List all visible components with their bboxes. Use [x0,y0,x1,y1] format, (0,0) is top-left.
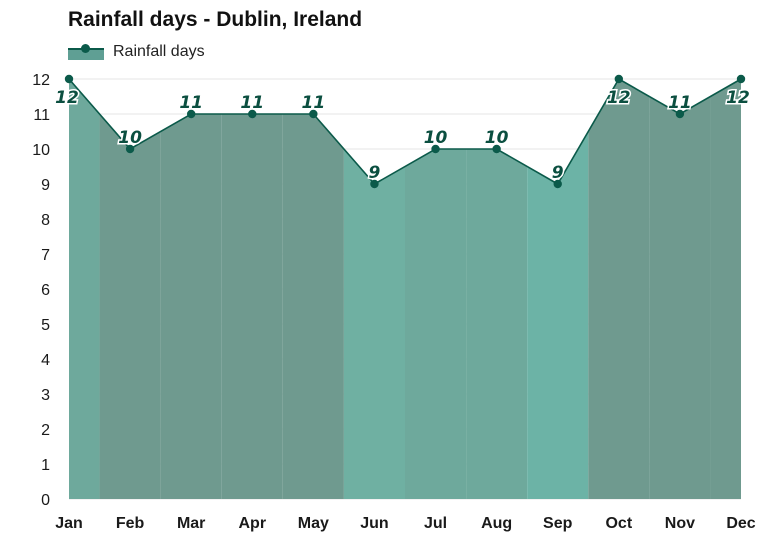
y-tick-label: 4 [41,352,50,369]
area-band-jun [343,149,405,499]
area-band-jan [69,79,100,499]
y-tick-label: 11 [33,107,50,124]
data-label: 12 [55,88,79,108]
area-band-aug [466,149,528,499]
y-tick-label: 6 [41,282,50,299]
data-label: 11 [302,93,326,113]
data-label: 11 [668,93,692,113]
y-tick-label: 2 [41,422,50,439]
area-band-sep [527,131,589,499]
area-band-mar [160,114,222,499]
data-point [64,74,74,84]
data-point [492,144,501,154]
legend: Rainfall days [68,43,205,61]
legend-swatch-icon [68,44,104,60]
y-tick-label: 7 [41,247,50,264]
data-point [431,144,440,154]
x-tick-label: May [298,515,329,532]
area-band-apr [221,114,283,499]
data-point [370,179,379,189]
data-point [309,109,318,119]
data-point [736,74,746,84]
y-tick-label: 10 [32,142,50,159]
area-band-jul [405,149,467,499]
y-tick-label: 0 [41,492,50,509]
y-tick-label: 8 [41,212,50,229]
area-band-oct [588,79,650,499]
y-tick-label: 12 [32,72,50,89]
x-tick-label: Nov [665,515,695,532]
area-band-feb [99,114,161,499]
data-point [675,109,685,119]
x-tick-label: Jan [55,515,83,532]
data-point [186,109,196,119]
data-point [248,109,257,119]
x-tick-label: Feb [116,515,145,532]
y-tick-label: 1 [41,457,50,474]
data-label: 9 [552,163,564,183]
x-tick-label: Aug [481,515,512,532]
data-label: 10 [424,128,448,148]
data-label: 9 [369,163,381,183]
data-label: 11 [179,93,203,113]
chart-title: Rainfall days - Dublin, Ireland [68,8,363,31]
data-label: 12 [726,88,750,108]
data-point [553,179,562,189]
area-band-dec [710,79,741,499]
y-tick-label: 5 [41,317,50,334]
data-label: 10 [118,128,142,148]
data-point [125,144,135,154]
y-tick-label: 9 [41,177,50,194]
area-band-may [282,114,344,499]
area-band-nov [649,96,711,499]
x-tick-label: Mar [177,515,205,532]
data-label: 11 [240,93,264,113]
x-tick-label: Oct [605,515,632,532]
x-tick-label: Jun [360,515,388,532]
data-label: 12 [607,88,631,108]
series-line [68,77,742,186]
y-tick-label: 3 [41,387,50,404]
legend-label: Rainfall days [113,43,205,60]
x-tick-label: Sep [543,515,573,532]
x-tick-label: Dec [726,515,755,532]
data-label: 10 [485,128,509,148]
x-tick-label: Jul [424,515,447,532]
x-tick-label: Apr [238,515,266,532]
data-point [614,74,624,84]
